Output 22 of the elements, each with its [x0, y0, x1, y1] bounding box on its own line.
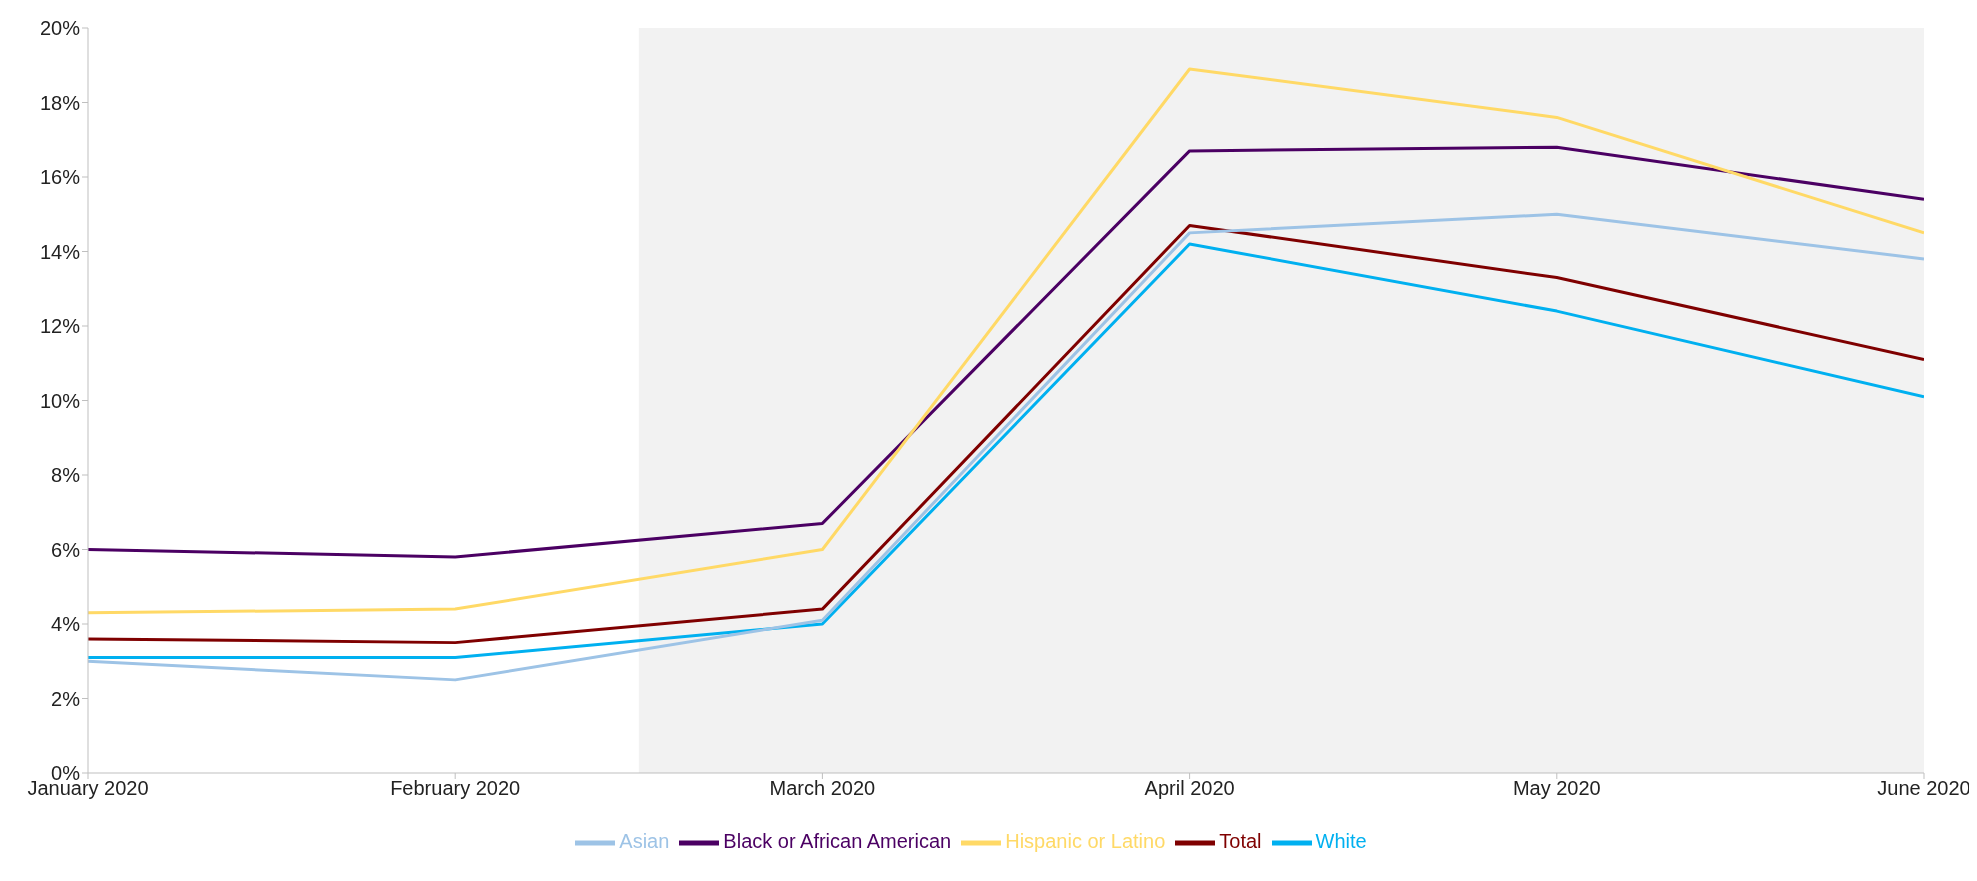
x-tick-label: February 2020 — [390, 777, 521, 800]
legend-label: Total — [1219, 830, 1262, 853]
legend-label: Asian — [619, 830, 670, 853]
y-tick-label: 4% — [51, 613, 81, 636]
x-tick-label: March 2020 — [769, 777, 876, 800]
y-tick-label: 14% — [39, 240, 81, 263]
legend-label: White — [1315, 830, 1367, 853]
y-tick-label: 18% — [39, 91, 81, 114]
x-tick-label: May 2020 — [1512, 777, 1601, 800]
legend-label: Hispanic or Latino — [1005, 830, 1166, 853]
line-series — [88, 145, 1924, 559]
x-tick-label: June 2020 — [1877, 777, 1971, 800]
y-tick-label: 10% — [39, 389, 81, 412]
y-tick-label: 20% — [39, 17, 81, 40]
y-tick-label: 2% — [51, 687, 81, 710]
y-tick-label: 16% — [39, 166, 81, 189]
legend-label: Black or African American — [723, 830, 952, 853]
line-series — [88, 67, 1924, 615]
y-tick-label: 12% — [39, 315, 81, 338]
x-tick-label: April 2020 — [1144, 777, 1235, 800]
y-tick-label: 8% — [51, 464, 81, 487]
y-tick-label: 6% — [51, 538, 81, 561]
